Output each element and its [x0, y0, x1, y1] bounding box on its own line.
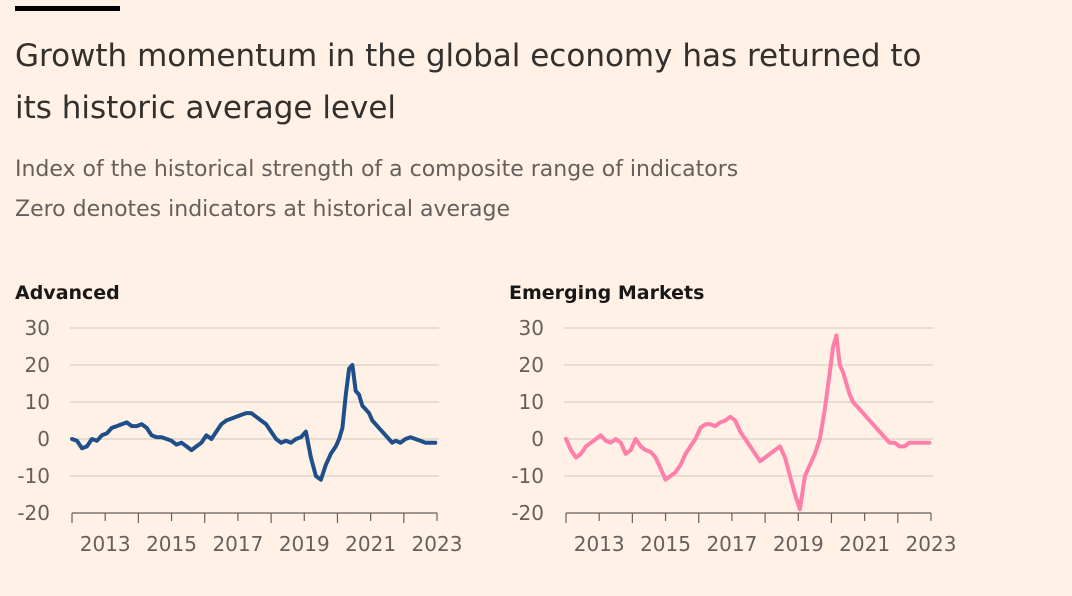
- x-tick-label: 2019: [279, 532, 330, 556]
- series-line: [70, 363, 438, 482]
- panel-title-advanced: Advanced: [15, 282, 120, 304]
- y-tick-label: -20: [17, 501, 50, 525]
- y-tick-label: 20: [519, 353, 544, 377]
- x-tick-label: 2021: [839, 532, 890, 556]
- y-tick-label: -10: [17, 464, 50, 488]
- y-tick-label: 10: [25, 390, 50, 414]
- panel-emerging: Emerging Markets 30 20 10 0 -10 -20 2013 2015 20…: [509, 270, 979, 570]
- x-tick-label: 2015: [640, 532, 691, 556]
- y-tick-label: 10: [519, 390, 544, 414]
- y-tick-label: 0: [531, 427, 544, 451]
- y-tick-label: 30: [25, 316, 50, 340]
- x-tick-label: 2015: [146, 532, 197, 556]
- emerging-chart: 30 20 10 0 -10 -20 2013 2015 2017 2019 2021 2023: [511, 316, 957, 556]
- y-tick-label: -10: [511, 464, 544, 488]
- subtitle-line-1: Index of the historical strength of a co…: [15, 157, 739, 182]
- x-tick-label: 2019: [773, 532, 824, 556]
- x-tick-label: 2013: [80, 532, 131, 556]
- series-line: [564, 333, 932, 512]
- panel-title-emerging: Emerging Markets: [509, 282, 705, 304]
- panel-advanced: Advanced 30 20 10 0 -10 -20 2013 2015 2017 2019 20…: [15, 270, 485, 570]
- subtitle-line-2: Zero denotes indicators at historical av…: [15, 197, 511, 222]
- y-tick-label: 30: [519, 316, 544, 340]
- x-tick-label: 2021: [345, 532, 396, 556]
- x-tick-label: 2017: [212, 532, 263, 556]
- chart-title: Growth momentum in the global economy ha…: [15, 38, 922, 126]
- x-tick-label: 2023: [906, 532, 957, 556]
- y-tick-label: 20: [25, 353, 50, 377]
- chart-subtitle: Index of the historical strength of a co…: [15, 150, 1015, 230]
- y-tick-label: 0: [37, 427, 50, 451]
- brand-bar: [15, 6, 120, 11]
- advanced-chart: 30 20 10 0 -10 -20 2013 2015 2017 2019 2021 2023: [17, 316, 463, 556]
- x-tick-label: 2023: [412, 532, 463, 556]
- x-tick-label: 2017: [706, 532, 757, 556]
- y-tick-label: -20: [511, 501, 544, 525]
- x-tick-label: 2013: [574, 532, 625, 556]
